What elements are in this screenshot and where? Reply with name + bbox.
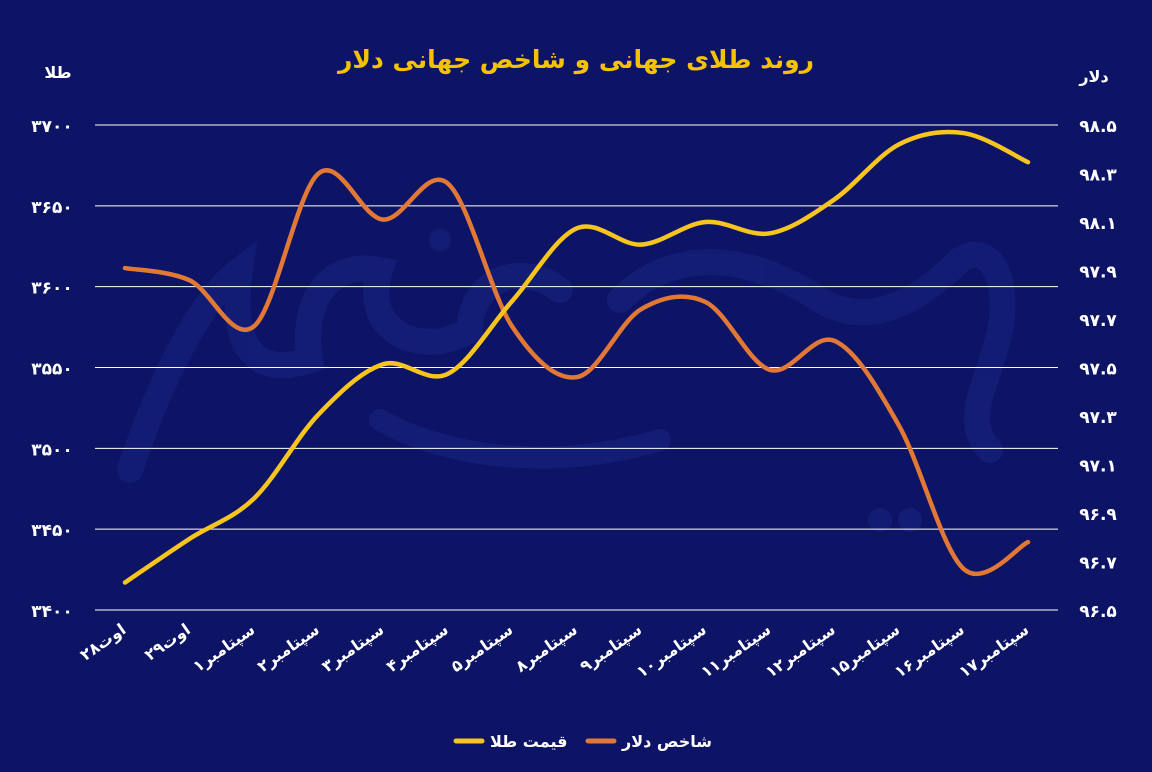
x-tick-label: ۱۱سپتامبر — [697, 620, 775, 683]
x-tick-label: ۵سپتامبر — [447, 620, 517, 677]
right-tick-label: ۹۷.۹ — [1079, 263, 1117, 283]
left-tick-label: ۳۴۰۰ — [31, 602, 73, 622]
x-tick-label: ۳سپتامبر — [318, 620, 388, 677]
right-tick-label: ۹۷.۷ — [1079, 311, 1117, 331]
x-tick-label: ۱۰سپتامبر — [633, 620, 711, 683]
watermark — [117, 229, 1016, 532]
right-tick-label: ۹۶.۵ — [1079, 602, 1117, 622]
legend: شاخص دلار قیمت طلا — [453, 732, 712, 751]
legend-item-dollar: شاخص دلار — [585, 732, 712, 751]
x-tick-label: ۱۷سپتامبر — [955, 620, 1033, 683]
right-tick-label: ۹۶.۹ — [1079, 505, 1117, 525]
right-tick-label: ۹۷.۵ — [1079, 360, 1117, 380]
x-tick-label: ۱۵سپتامبر — [826, 620, 904, 683]
x-tick-label: ۱۲سپتامبر — [762, 620, 840, 683]
right-tick-label: ۹۸.۱ — [1079, 214, 1117, 234]
chart-title: روند طلای جهانی و شاخص جهانی دلار — [336, 45, 814, 75]
legend-label-gold: قیمت طلا — [490, 732, 567, 751]
left-tick-label: ۳۵۵۰ — [31, 360, 73, 380]
right-axis-unit: دلار — [1078, 67, 1108, 86]
gold-price-line — [122, 129, 1031, 585]
dollar-index-line — [122, 168, 1031, 577]
x-tick-label: ۴سپتامبر — [383, 620, 453, 677]
x-tick-label: ۱۶سپتامبر — [891, 620, 969, 683]
legend-label-dollar: شاخص دلار — [621, 732, 712, 751]
left-tick-label: ۳۶۵۰ — [31, 198, 73, 218]
left-tick-label: ۳۴۵۰ — [31, 521, 73, 541]
left-axis-unit: طلا — [44, 63, 71, 82]
x-tick-label: ۲۸اوت — [77, 620, 130, 665]
right-tick-label: ۹۶.۷ — [1079, 554, 1117, 574]
left-tick-label: ۳۵۰۰ — [31, 440, 73, 460]
right-tick-label: ۹۷.۱ — [1079, 457, 1117, 477]
left-tick-label: ۳۶۰۰ — [31, 279, 73, 299]
series-lines — [122, 129, 1031, 585]
left-tick-label: ۳۷۰۰ — [31, 117, 73, 137]
right-tick-label: ۹۷.۳ — [1079, 408, 1117, 428]
right-axis-ticks: ۹۸.۵ ۹۸.۳ ۹۸.۱ ۹۷.۹ ۹۷.۷ ۹۷.۵ ۹۷.۳ ۹۷.۱ ۹۶.۹ ۹۶.۷… — [1079, 117, 1117, 622]
x-axis-ticks: ۲۸اوت ۲۹اوت۱سپتامبر۲سپتامبر۳سپتامبر۴سپتام… — [77, 620, 1033, 683]
x-tick-label: ۲سپتامبر — [254, 620, 324, 677]
x-tick-label: ۲۹اوت — [141, 620, 194, 665]
left-axis-ticks: ۳۷۰۰ ۳۶۵۰ ۳۶۰۰ ۳۵۵۰ ۳۵۰۰ ۳۴۵۰ ۳۴۰۰ — [31, 117, 73, 622]
right-tick-label: ۹۸.۳ — [1079, 166, 1117, 186]
x-tick-label: ۸سپتامبر — [512, 620, 582, 677]
legend-item-gold: قیمت طلا — [453, 732, 567, 751]
x-tick-label: ۱سپتامبر — [189, 620, 259, 677]
grid-lines — [95, 124, 1058, 611]
right-tick-label: ۹۸.۵ — [1079, 117, 1117, 137]
